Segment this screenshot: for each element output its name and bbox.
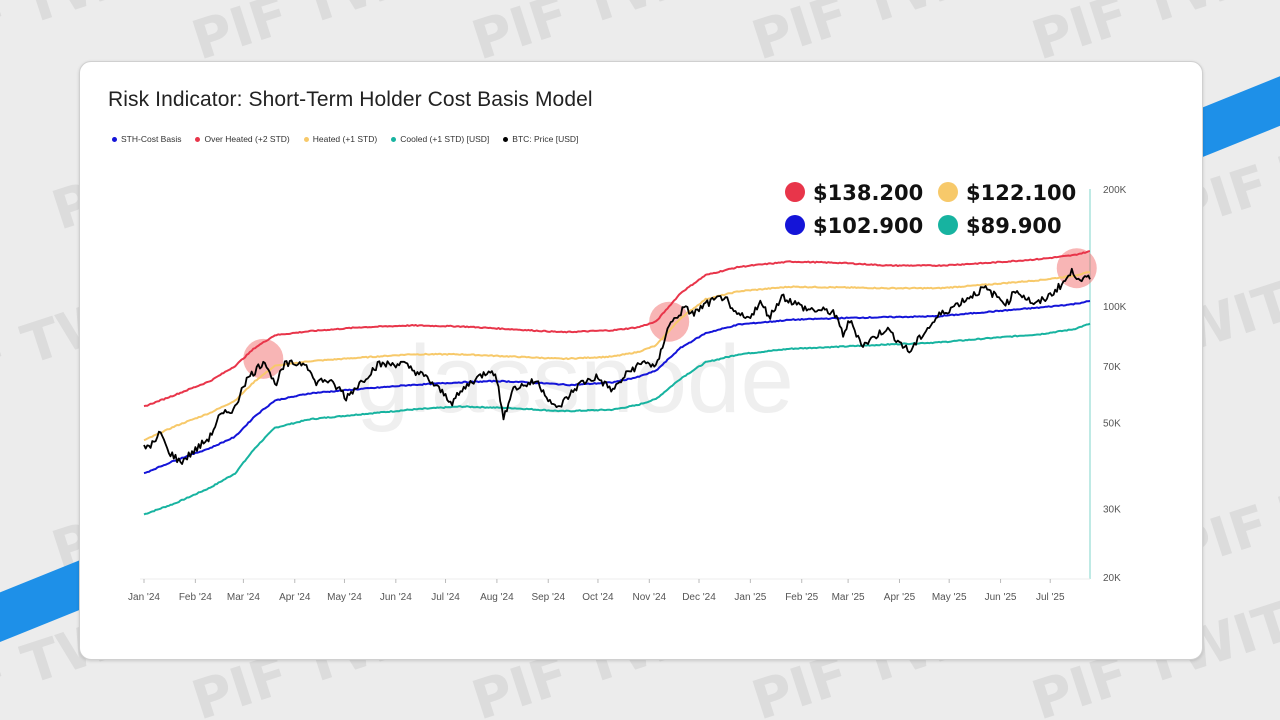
legend-item-cooled[interactable]: Cooled (+1 STD) [USD] xyxy=(391,132,489,146)
y-tick-label: 50K xyxy=(1103,419,1121,430)
x-tick-label: Nov '24 xyxy=(633,592,667,603)
x-tick-label: Dec '24 xyxy=(682,592,716,603)
x-tick-label: Feb '24 xyxy=(179,592,212,603)
chart-card: Risk Indicator: Short-Term Holder Cost B… xyxy=(79,61,1203,660)
series-line-heated xyxy=(143,271,1091,442)
legend-swatch xyxy=(303,136,309,142)
value-label: $102.900 xyxy=(813,214,923,238)
value-label: $122.100 xyxy=(966,181,1076,205)
legend-swatch xyxy=(195,136,201,142)
y-tick-label: 200K xyxy=(1103,185,1127,196)
legend-item-over[interactable]: Over Heated (+2 STD) xyxy=(195,132,290,146)
value-label-dot xyxy=(785,182,805,202)
series-line-over xyxy=(143,250,1091,408)
x-tick-label: Jul '25 xyxy=(1036,592,1065,603)
y-tick-label: 20K xyxy=(1103,573,1121,584)
chart-title: Risk Indicator: Short-Term Holder Cost B… xyxy=(108,88,593,111)
chart-legend: STH-Cost Basis Over Heated (+2 STD) Heated… xyxy=(112,132,578,146)
highlight-circle xyxy=(649,301,690,342)
x-tick-label: Aug '24 xyxy=(480,592,514,603)
legend-swatch xyxy=(112,136,117,142)
x-tick-label: Apr '25 xyxy=(884,592,916,603)
legend-swatch xyxy=(503,136,509,142)
series-line-cooled xyxy=(143,322,1091,516)
legend-label: Heated (+1 STD) xyxy=(312,134,378,144)
x-tick-label: Jan '25 xyxy=(734,592,766,603)
x-tick-label: Jun '24 xyxy=(380,592,412,603)
legend-label: BTC: Price [USD] xyxy=(512,134,579,144)
x-tick-label: Sep '24 xyxy=(531,592,565,603)
legend-label: STH-Cost Basis xyxy=(121,134,182,144)
series-line-btc xyxy=(143,267,1091,465)
value-label: $89.900 xyxy=(966,214,1062,238)
x-tick-label: Mar '25 xyxy=(832,592,865,603)
x-tick-label: May '25 xyxy=(932,592,967,603)
legend-item-sth[interactable]: STH-Cost Basis xyxy=(112,132,181,146)
series-line-sth xyxy=(143,300,1091,475)
legend-item-heated[interactable]: Heated (+1 STD) xyxy=(303,132,378,146)
legend-label: Cooled (+1 STD) [USD] xyxy=(400,134,490,144)
x-tick-label: Oct '24 xyxy=(582,592,614,603)
y-tick-label: 70K xyxy=(1103,362,1121,373)
y-tick-label: 100K xyxy=(1103,302,1127,313)
chart-plot: glassnode 200K 100K 70K 50K 30K 20K Jan '24 Feb … xyxy=(128,181,1127,603)
x-tick-label: Jun '25 xyxy=(985,592,1017,603)
x-tick-label: Mar '24 xyxy=(227,592,260,603)
legend-item-btc[interactable]: BTC: Price [USD] xyxy=(503,132,578,146)
legend-swatch xyxy=(391,136,397,142)
highlight-circle xyxy=(243,338,284,379)
x-tick-label: Jan '24 xyxy=(128,592,160,603)
x-tick-label: Feb '25 xyxy=(785,592,818,603)
value-label-dot xyxy=(938,215,958,235)
glassnode-watermark: glassnode xyxy=(356,326,794,433)
value-label-dot xyxy=(785,215,805,235)
x-tick-label: Apr '24 xyxy=(279,592,311,603)
value-label: $138.200 xyxy=(813,181,923,205)
legend-label: Over Heated (+2 STD) xyxy=(204,134,290,144)
y-tick-label: 30K xyxy=(1103,505,1121,516)
value-label-dot xyxy=(938,182,958,202)
x-tick-label: May '24 xyxy=(327,592,362,603)
x-tick-label: Jul '24 xyxy=(431,592,460,603)
